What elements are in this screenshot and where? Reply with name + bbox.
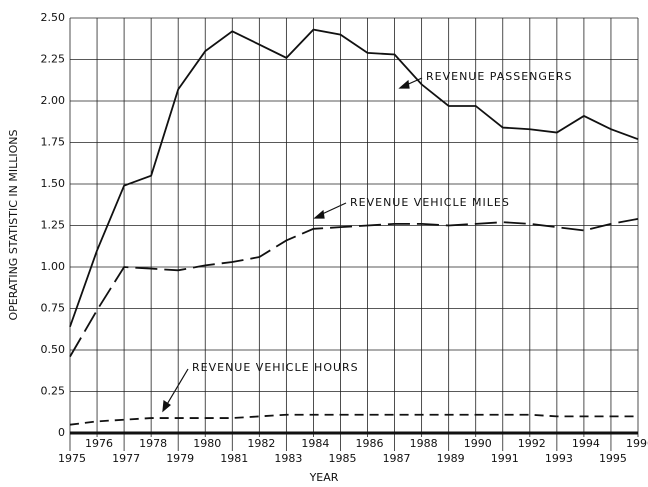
- x-tick-label: 1989: [437, 452, 465, 465]
- x-tick-label: 1978: [139, 437, 167, 450]
- y-axis-label: OPERATING STATISTIC IN MILLIONS: [7, 129, 20, 320]
- x-tick-label: 1994: [572, 437, 600, 450]
- series-label: REVENUE VEHICLE HOURS: [192, 361, 359, 374]
- x-axis-label: YEAR: [309, 471, 339, 484]
- series-line: [69, 28, 639, 328]
- y-tick-label: 2.50: [41, 11, 66, 24]
- x-tick-label: 1985: [328, 452, 356, 465]
- series-line: [69, 217, 639, 358]
- x-tick-label: 1982: [247, 437, 275, 450]
- series-label: REVENUE PASSENGERS: [426, 70, 573, 83]
- x-tick-label: 1987: [383, 452, 411, 465]
- x-tick-label: 1976: [85, 437, 113, 450]
- y-tick-label: 1.00: [41, 260, 66, 273]
- y-tick-label: 0.75: [41, 302, 66, 315]
- x-tick-label: 1975: [58, 452, 86, 465]
- x-tick-label: 1986: [356, 437, 384, 450]
- x-tick-label: 1983: [274, 452, 302, 465]
- arrowhead: [162, 399, 171, 413]
- y-tick-label: 1.50: [41, 177, 66, 190]
- y-tick-label: 1.25: [41, 219, 66, 232]
- y-tick-label: 2.25: [41, 53, 66, 66]
- x-tick-label: 1988: [410, 437, 438, 450]
- x-tick-label: 1979: [166, 452, 194, 465]
- arrowhead: [313, 209, 325, 219]
- arrow: [165, 368, 189, 407]
- x-tick-label: 1977: [112, 452, 140, 465]
- x-tick-label: 1992: [518, 437, 546, 450]
- y-tick-label: 0.50: [41, 343, 66, 356]
- x-tick-label: 1995: [599, 452, 627, 465]
- series-label: REVENUE VEHICLE MILES: [350, 196, 510, 209]
- x-tick-label: 1996: [626, 437, 648, 450]
- x-tick-label: 1991: [491, 452, 519, 465]
- x-tick-label: 1993: [545, 452, 573, 465]
- y-tick-label: 2.00: [41, 94, 66, 107]
- y-tick-label: 1.75: [41, 136, 66, 149]
- annotation-arrows: [162, 77, 423, 413]
- x-tick-label: 1981: [220, 452, 248, 465]
- x-tick-label: 1984: [301, 437, 329, 450]
- series-line: [69, 413, 638, 426]
- y-tick-label: 0.25: [41, 385, 66, 398]
- arrow: [319, 202, 347, 216]
- y-tick-label: 0: [58, 426, 65, 439]
- x-tick-label: 1980: [193, 437, 221, 450]
- arrowhead: [398, 79, 410, 89]
- x-tick-label: 1990: [464, 437, 492, 450]
